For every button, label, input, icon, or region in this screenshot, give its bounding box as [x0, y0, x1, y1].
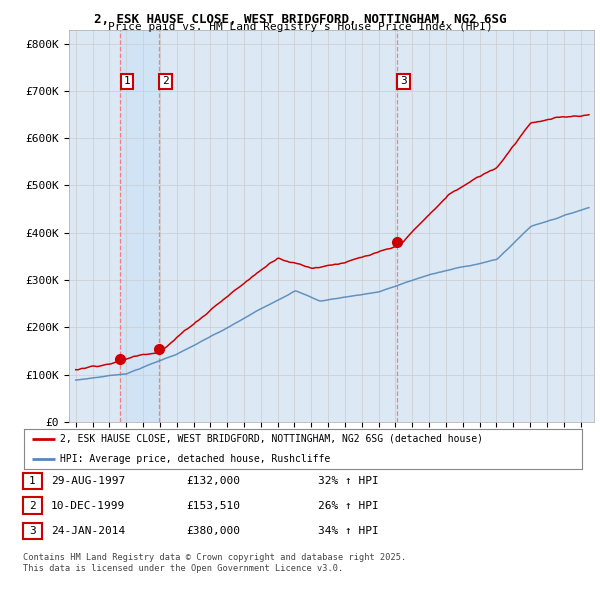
Text: £380,000: £380,000	[186, 526, 240, 536]
Text: 26% ↑ HPI: 26% ↑ HPI	[318, 501, 379, 510]
Text: £153,510: £153,510	[186, 501, 240, 510]
Bar	[121, 30, 159, 422]
Text: Contains HM Land Registry data © Crown copyright and database right 2025.
This d: Contains HM Land Registry data © Crown c…	[23, 553, 406, 573]
Text: 29-AUG-1997: 29-AUG-1997	[51, 476, 125, 486]
Text: 3: 3	[400, 77, 407, 87]
Text: 2: 2	[29, 501, 36, 510]
Text: 3: 3	[29, 526, 36, 536]
Text: £132,000: £132,000	[186, 476, 240, 486]
Text: 2, ESK HAUSE CLOSE, WEST BRIDGFORD, NOTTINGHAM, NG2 6SG (detached house): 2, ESK HAUSE CLOSE, WEST BRIDGFORD, NOTT…	[60, 434, 483, 444]
Text: 1: 1	[29, 476, 36, 486]
Text: 24-JAN-2014: 24-JAN-2014	[51, 526, 125, 536]
Text: HPI: Average price, detached house, Rushcliffe: HPI: Average price, detached house, Rush…	[60, 454, 331, 464]
Text: 10-DEC-1999: 10-DEC-1999	[51, 501, 125, 510]
Text: 2: 2	[162, 77, 169, 87]
Text: Price paid vs. HM Land Registry's House Price Index (HPI): Price paid vs. HM Land Registry's House …	[107, 22, 493, 32]
Text: 34% ↑ HPI: 34% ↑ HPI	[318, 526, 379, 536]
Text: 1: 1	[124, 77, 131, 87]
Text: 32% ↑ HPI: 32% ↑ HPI	[318, 476, 379, 486]
Text: 2, ESK HAUSE CLOSE, WEST BRIDGFORD, NOTTINGHAM, NG2 6SG: 2, ESK HAUSE CLOSE, WEST BRIDGFORD, NOTT…	[94, 13, 506, 26]
